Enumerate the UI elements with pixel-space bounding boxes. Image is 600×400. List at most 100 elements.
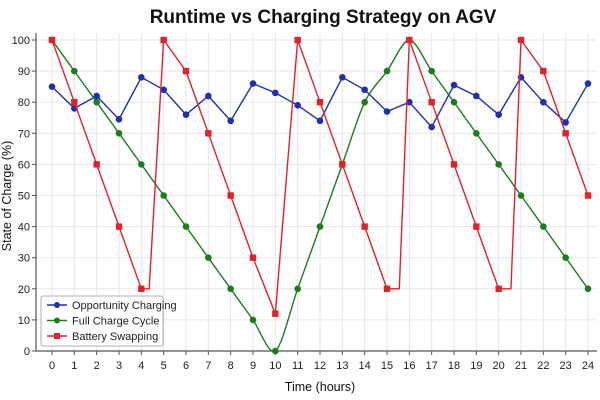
x-tick-label: 16 bbox=[403, 360, 415, 372]
data-point-marker bbox=[450, 161, 458, 168]
y-tick-label: 100 bbox=[12, 35, 30, 47]
data-point-marker bbox=[138, 285, 145, 292]
data-point-marker bbox=[473, 130, 480, 137]
data-point-marker bbox=[450, 81, 458, 89]
data-point-marker bbox=[115, 223, 123, 230]
data-point-marker bbox=[495, 111, 502, 118]
data-point-marker bbox=[227, 117, 234, 125]
x-axis-ticks: 0 1 2 3 4 5 6 7 8 9 10 11 12 13 14 15 16 17 18 19 20 21 22 23 24 bbox=[49, 351, 594, 372]
data-point-marker bbox=[383, 67, 391, 75]
data-point-marker bbox=[361, 98, 368, 106]
data-point-marker bbox=[584, 80, 592, 87]
data-point-marker bbox=[138, 74, 145, 81]
y-tick-label: 90 bbox=[18, 66, 30, 78]
data-point-marker bbox=[540, 223, 547, 230]
x-tick-label: 9 bbox=[250, 360, 256, 372]
data-point-marker bbox=[227, 285, 234, 293]
data-point-marker bbox=[272, 310, 279, 317]
legend-entry: Battery Swapping bbox=[72, 331, 158, 343]
data-point-marker bbox=[495, 285, 502, 292]
x-tick-label: 13 bbox=[336, 360, 348, 372]
x-tick-label: 4 bbox=[138, 360, 144, 372]
data-point-marker bbox=[182, 111, 190, 118]
x-tick-label: 10 bbox=[269, 360, 281, 372]
data-point-marker bbox=[272, 347, 279, 355]
y-tick-label: 30 bbox=[18, 253, 30, 265]
data-point-marker bbox=[93, 161, 100, 168]
data-point-marker bbox=[361, 223, 368, 230]
data-point-marker bbox=[93, 92, 100, 100]
x-tick-label: 6 bbox=[183, 360, 189, 372]
y-tick-label: 50 bbox=[18, 191, 30, 203]
data-point-marker bbox=[71, 67, 78, 75]
x-tick-label: 2 bbox=[94, 360, 100, 372]
data-point-marker bbox=[428, 99, 435, 106]
data-point-marker bbox=[428, 123, 435, 131]
data-point-marker bbox=[249, 254, 257, 261]
data-point-marker bbox=[450, 98, 458, 106]
data-point-marker bbox=[562, 119, 569, 126]
data-point-marker bbox=[316, 99, 324, 106]
data-point-marker bbox=[115, 116, 123, 123]
x-tick-label: 18 bbox=[448, 360, 460, 372]
data-point-marker bbox=[495, 161, 502, 168]
data-point-marker bbox=[540, 67, 547, 75]
data-point-marker bbox=[205, 130, 212, 137]
data-point-marker bbox=[249, 80, 257, 87]
data-point-marker bbox=[517, 74, 525, 81]
data-point-marker bbox=[406, 36, 413, 44]
data-point-marker bbox=[48, 83, 56, 90]
x-tick-label: 24 bbox=[582, 360, 594, 372]
data-point-marker bbox=[316, 117, 324, 125]
data-point-marker bbox=[473, 223, 480, 230]
chart-title: Runtime vs Charging Strategy on AGV bbox=[150, 7, 497, 28]
data-point-marker bbox=[182, 67, 190, 75]
data-point-marker bbox=[361, 86, 368, 94]
data-point-marker bbox=[160, 192, 167, 199]
x-tick-label: 7 bbox=[205, 360, 211, 372]
data-point-marker bbox=[115, 130, 123, 137]
data-point-marker bbox=[182, 223, 190, 230]
data-series bbox=[48, 36, 592, 355]
data-point-marker bbox=[339, 74, 346, 81]
y-tick-label: 40 bbox=[18, 222, 30, 234]
data-point-marker bbox=[48, 36, 56, 44]
data-point-marker bbox=[294, 285, 301, 293]
legend-marker-icon bbox=[54, 317, 60, 324]
axes bbox=[35, 33, 597, 352]
legend-entry: Full Charge Cycle bbox=[72, 316, 159, 328]
data-point-marker bbox=[272, 89, 279, 97]
x-tick-label: 23 bbox=[560, 360, 572, 372]
data-point-marker bbox=[294, 36, 301, 44]
data-point-marker bbox=[517, 36, 525, 44]
legend-entry: Opportunity Charging bbox=[72, 300, 177, 312]
data-point-marker bbox=[160, 36, 167, 44]
data-point-marker bbox=[205, 254, 212, 261]
legend-marker-icon bbox=[54, 333, 60, 339]
y-tick-label: 10 bbox=[18, 315, 30, 327]
data-point-marker bbox=[249, 316, 257, 324]
y-tick-label: 0 bbox=[24, 346, 30, 358]
data-point-marker bbox=[562, 130, 569, 137]
y-tick-label: 60 bbox=[18, 159, 30, 171]
x-tick-label: 0 bbox=[49, 360, 55, 372]
x-tick-label: 12 bbox=[314, 360, 326, 372]
data-point-marker bbox=[93, 98, 100, 106]
data-point-marker bbox=[339, 161, 346, 168]
x-tick-label: 15 bbox=[381, 360, 393, 372]
data-point-marker bbox=[517, 192, 525, 199]
grid-lines bbox=[36, 33, 597, 352]
x-tick-label: 11 bbox=[292, 360, 303, 372]
x-tick-label: 14 bbox=[359, 360, 371, 372]
series-opportunity-charging bbox=[48, 74, 592, 131]
data-point-marker bbox=[406, 98, 413, 106]
series-battery-swapping bbox=[48, 36, 592, 317]
data-point-marker bbox=[71, 99, 78, 106]
x-tick-label: 5 bbox=[161, 360, 167, 372]
data-point-marker bbox=[160, 86, 167, 94]
x-tick-label: 20 bbox=[493, 360, 505, 372]
data-point-marker bbox=[227, 192, 234, 199]
x-axis-label: Time (hours) bbox=[285, 380, 355, 394]
data-point-marker bbox=[428, 67, 435, 75]
